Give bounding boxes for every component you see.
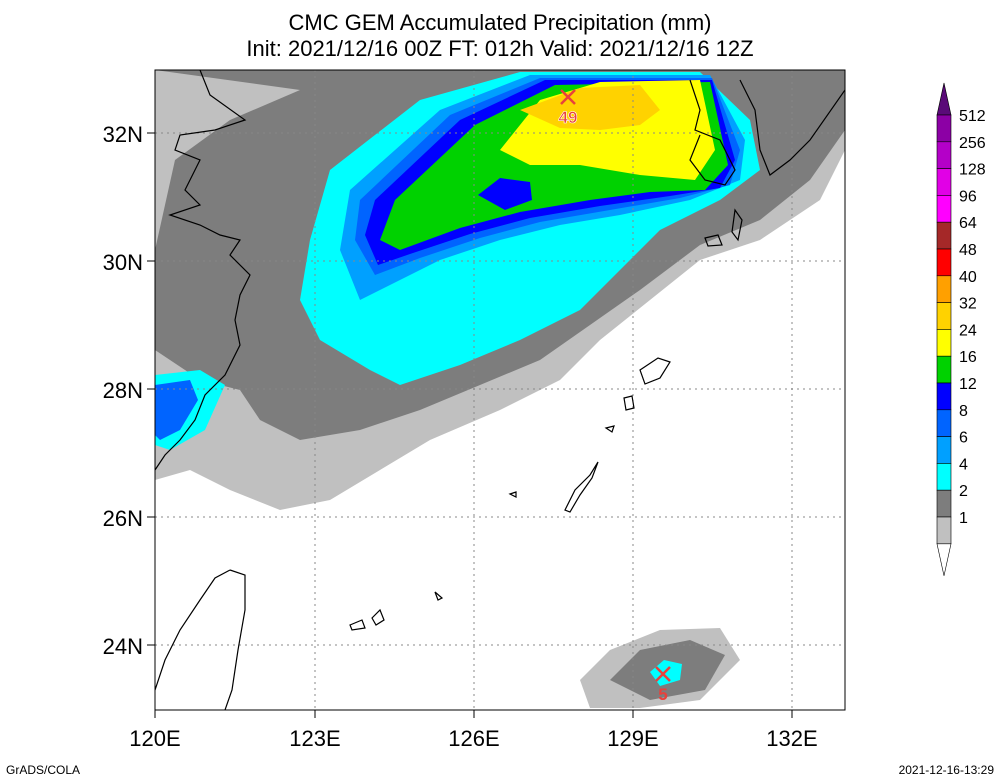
colorbar-label: 4 [959, 456, 968, 473]
colorbar-swatch [936, 463, 952, 491]
colorbar-label: 2 [959, 483, 968, 500]
small-island-1 [508, 491, 517, 498]
colorbar-label: 128 [959, 162, 986, 179]
lat-label-32n: 32N [103, 122, 143, 147]
colorbar-swatch [936, 168, 952, 196]
tanegashima-island [731, 208, 743, 242]
colorbar-label: 40 [959, 269, 977, 286]
colorbar-swatch [936, 382, 952, 411]
precip-32mm-area [520, 85, 660, 130]
lon-label-132e: 132E [766, 726, 817, 751]
colorbar-swatch [936, 516, 952, 545]
lon-label-120e: 120E [129, 726, 180, 751]
china-coastline [155, 70, 251, 471]
colorbar-label: 24 [959, 322, 977, 339]
lat-label-24n: 24N [103, 634, 143, 659]
precip-cell-blue [478, 178, 532, 210]
lon-label-123e: 123E [289, 726, 340, 751]
colorbar-swatch [936, 221, 952, 250]
kyushu-east-coastline [739, 79, 845, 176]
colorbar-swatch [936, 141, 952, 169]
colorbar-swatch [936, 355, 952, 384]
min-cross-icon [655, 666, 671, 682]
colorbar-bottom-arrow [936, 543, 952, 576]
colorbar-swatch [936, 436, 952, 464]
colorbar-swatch [936, 275, 952, 303]
grid-lines [155, 70, 845, 710]
okinawa-island [564, 461, 599, 513]
ishigaki-island [349, 608, 385, 631]
lat-label-30n: 30N [103, 250, 143, 275]
taiwan-coastline [155, 569, 246, 710]
colorbar-swatch [936, 329, 952, 357]
colorbar-label: 512 [959, 108, 986, 125]
colorbar-label: 48 [959, 242, 977, 259]
tokunoshima-island [623, 395, 635, 411]
coastlines [155, 70, 845, 710]
kyushu-coastline [689, 79, 736, 186]
colorbar-label: 64 [959, 215, 977, 232]
max-cross-icon [560, 89, 576, 105]
lon-label-126e: 126E [448, 726, 499, 751]
colorbar-label: 12 [959, 376, 977, 393]
yakushima-island [704, 234, 723, 247]
miyako-island [434, 591, 444, 601]
max-marker: 49 [558, 89, 578, 127]
colorbar-swatch [936, 302, 952, 330]
colorbar-label: 1 [959, 510, 968, 527]
chart-title: CMC GEM Accumulated Precipitation (mm) [288, 10, 712, 35]
colorbar-label: 96 [959, 188, 977, 205]
colorbar-swatch [936, 114, 952, 143]
min-marker: 5 [655, 666, 671, 704]
colorbar-swatch [936, 248, 952, 277]
colorbar-label: 256 [959, 135, 986, 152]
max-value-label: 49 [559, 108, 578, 127]
map-frame [154, 69, 846, 711]
small-island-2 [604, 425, 615, 433]
footer-timestamp: 2021-12-16-13:29 [898, 763, 994, 777]
lat-label-26n: 26N [103, 506, 143, 531]
lat-label-28n: 28N [103, 378, 143, 403]
colorbar-label: 8 [959, 403, 968, 420]
min-value-label: 5 [658, 685, 667, 704]
colorbar-swatch [936, 489, 952, 518]
lon-label-129e: 129E [607, 726, 658, 751]
colorbar-swatch [936, 195, 952, 223]
precip-cell-china-coast-blue [155, 380, 198, 440]
colorbar-swatch [936, 409, 952, 437]
colorbar-label: 32 [959, 296, 977, 313]
colorbar-label: 16 [959, 349, 977, 366]
footer-credit: GrADS/COLA [6, 763, 81, 777]
precipitation-field [155, 70, 845, 708]
colorbar-top-arrow [936, 82, 952, 116]
chart-subtitle: Init: 2021/12/16 00Z FT: 012h Valid: 202… [246, 36, 754, 61]
axis-ticks [147, 132, 793, 718]
amami-island [639, 357, 671, 385]
colorbar-label: 6 [959, 430, 968, 447]
